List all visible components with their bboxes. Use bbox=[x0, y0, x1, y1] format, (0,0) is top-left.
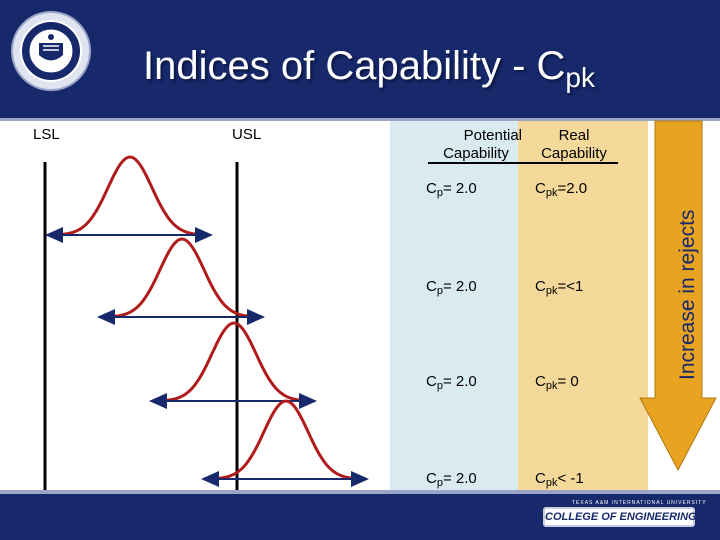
footer-university-name: TEXAS A&M INTERNATIONAL UNIVERSITY bbox=[572, 500, 707, 506]
distribution-curve-2 bbox=[106, 237, 258, 319]
distribution-curve-1 bbox=[54, 155, 206, 237]
potential-capability-header: Potential Capability bbox=[443, 127, 522, 162]
college-logo: COLLEGE OF ENGINEERING bbox=[543, 507, 697, 527]
real-capability-header: Real Capability bbox=[541, 127, 607, 162]
rejects-arrow-icon bbox=[639, 120, 717, 472]
cp-value-row-2: Cp= 2.0 bbox=[426, 278, 477, 297]
university-seal-icon bbox=[11, 11, 91, 91]
header-bar bbox=[0, 0, 720, 118]
cpk-value-row-1: Cpk=2.0 bbox=[535, 180, 588, 199]
cp-value-row-3: Cp= 2.0 bbox=[426, 373, 477, 392]
header-stripe bbox=[0, 118, 720, 121]
real-capability-column bbox=[518, 121, 648, 494]
page-title: Indices of Capability - Cpk bbox=[143, 44, 595, 93]
footer-stripe bbox=[0, 490, 720, 494]
lsl-label: LSL bbox=[33, 126, 60, 143]
usl-label: USL bbox=[232, 126, 262, 143]
distribution-curve-4 bbox=[210, 399, 362, 481]
cpk-value-row-4: Cpk< -1 bbox=[535, 470, 584, 489]
distribution-curves bbox=[45, 155, 369, 487]
rejects-arrow-label: Increase in rejects bbox=[676, 210, 699, 380]
cp-value-row-1: Cp= 2.0 bbox=[426, 180, 477, 199]
cpk-value-row-3: Cpk= 0 bbox=[535, 373, 579, 392]
cpk-value-row-2: Cpk=<1 bbox=[535, 278, 584, 297]
header-underline bbox=[428, 162, 618, 164]
distribution-curve-3 bbox=[158, 321, 310, 403]
cp-value-row-4: Cp= 2.0 bbox=[426, 470, 477, 489]
potential-capability-column bbox=[390, 121, 518, 494]
